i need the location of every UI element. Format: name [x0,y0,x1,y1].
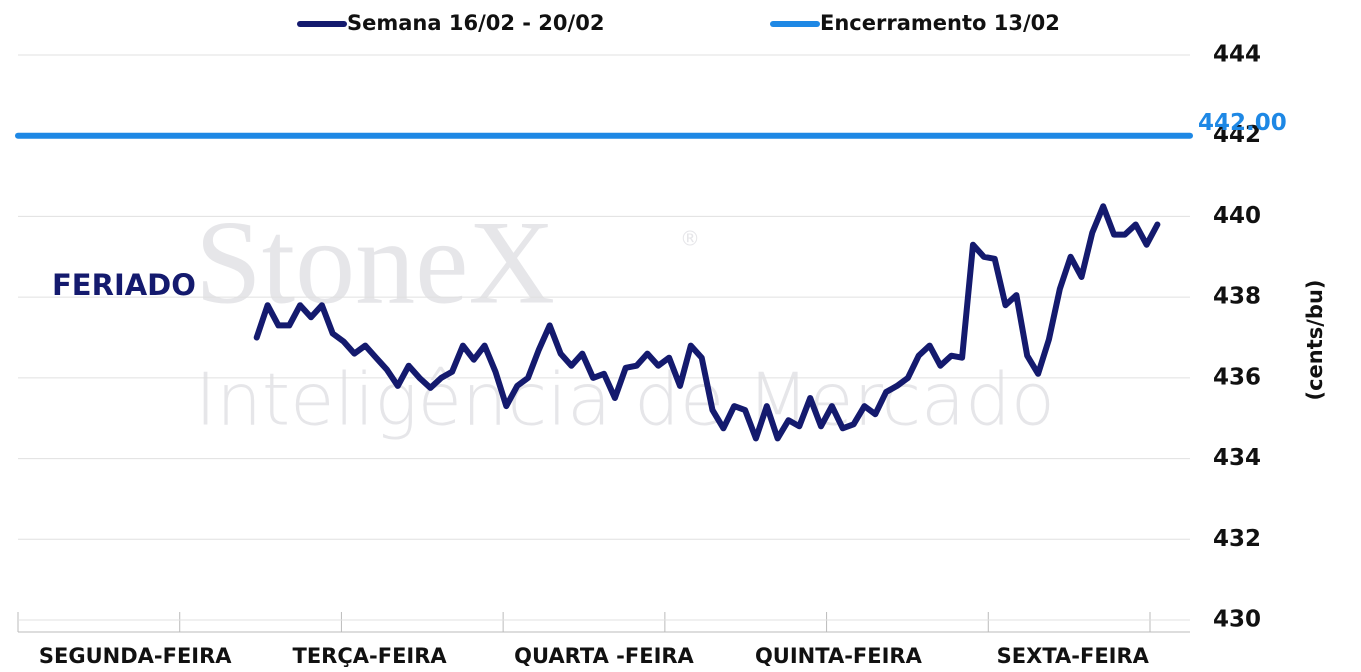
x-tick-label: TERÇA-FEIRA [293,644,448,668]
x-tick-label: SEGUNDA-FEIRA [39,644,232,668]
series-line [253,203,1161,442]
legend-label: Encerramento 13/02 [820,11,1060,35]
watermark-brand: StoneX [195,196,555,329]
y-tick-label: 442 [1213,122,1261,148]
watermark-mark: ® [680,227,700,251]
y-axis-label: (cents/bu) [1303,279,1327,400]
x-tick-label: QUARTA -FEIRA [514,644,694,668]
legend-label: Semana 16/02 - 20/02 [347,11,604,35]
y-tick-label: 440 [1213,203,1261,229]
y-tick-label: 430 [1213,607,1261,633]
y-tick-label: 438 [1213,284,1261,310]
y-tick-label: 434 [1213,445,1261,471]
y-tick-label: 432 [1213,526,1261,552]
annotation: FERIADO [52,268,196,302]
x-tick-label: QUINTA-FEIRA [755,644,923,668]
y-tick-label: 444 [1213,42,1261,68]
x-tick-label: SEXTA-FEIRA [997,644,1150,668]
value-label: 442.00 [1198,110,1287,136]
y-tick-label: 436 [1213,364,1261,390]
